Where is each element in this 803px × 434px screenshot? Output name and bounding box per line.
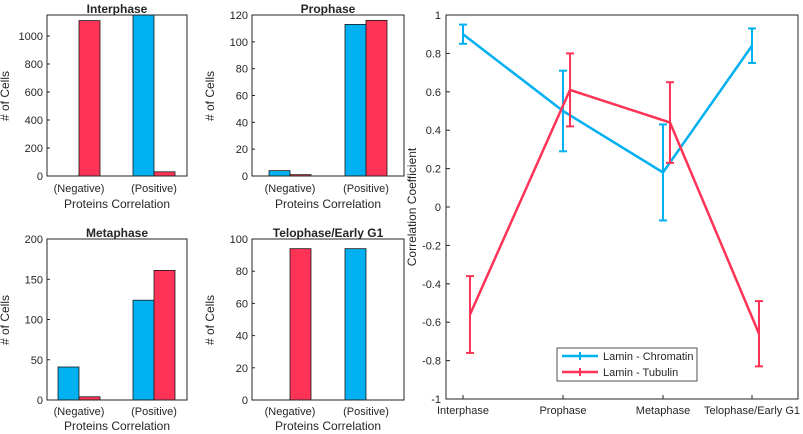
x-tick-label: (Positive) (343, 183, 389, 195)
y-tick-label: -0.6 (422, 317, 441, 329)
x-tick-label: Metaphase (636, 405, 690, 417)
y-tick-label: 800 (25, 59, 43, 71)
y-tick-label: 80 (236, 266, 248, 278)
y-tick-label: 100 (230, 37, 248, 49)
x-axis-label: Proteins Correlation (64, 419, 170, 433)
y-tick-label: 100 (25, 315, 43, 327)
x-tick-label: (Negative) (54, 406, 105, 418)
axes-box (251, 238, 405, 401)
y-tick-label: -0.8 (422, 356, 441, 368)
bar-chromatin (132, 14, 155, 177)
y-tick-label: -1 (431, 394, 441, 406)
y-tick-label: 200 (25, 234, 43, 246)
panel-metaphase: Metaphase 0 50 100 150 200 (Negative) (Posit… (0, 226, 188, 433)
y-tick-label: 0.2 (426, 164, 441, 176)
y-tick-label: 200 (25, 143, 43, 155)
y-tick-label: 150 (25, 274, 43, 286)
y-axis-label: # of Cells (0, 295, 12, 345)
x-tick-label: Prophase (539, 405, 586, 417)
bar-chromatin (344, 23, 367, 177)
bar-tubulin (365, 19, 388, 177)
y-tick-label: 0 (242, 395, 248, 407)
x-tick-label: (Positive) (343, 406, 389, 418)
x-tick-label: (Positive) (131, 183, 177, 195)
panel-title: Prophase (301, 2, 356, 16)
y-tick-label: 1000 (19, 31, 43, 43)
x-tick-label: (Negative) (54, 183, 105, 195)
panel-telophase: Telophase/Early G1 0 20 40 60 80 100 (Negativ… (203, 226, 405, 433)
y-tick-label: 0.4 (426, 125, 441, 137)
y-tick-label: -0.2 (422, 240, 441, 252)
y-axis-label: # of Cells (203, 71, 217, 121)
y-tick-label: 60 (236, 298, 248, 310)
x-tick-label: Interphase (437, 405, 489, 417)
y-tick-label: 0 (37, 171, 43, 183)
bar-chromatin (57, 366, 80, 401)
x-tick-label: (Positive) (131, 406, 177, 418)
y-tick-label: 20 (236, 363, 248, 375)
bar-chromatin (344, 248, 367, 401)
y-tick-label: 40 (236, 117, 248, 129)
panel-title: Telophase/Early G1 (273, 226, 384, 240)
x-axis-label: Proteins Correlation (64, 197, 170, 211)
series-line-tubulin (468, 88, 761, 335)
legend: Lamin - Chromatin Lamin - Tubulin (556, 347, 698, 382)
axes-box (445, 14, 799, 400)
x-tick-label: (Negative) (265, 183, 316, 195)
legend-label-chromatin: Lamin - Chromatin (603, 351, 693, 363)
y-axis-label: # of Cells (203, 295, 217, 345)
y-tick-label: 120 (230, 10, 248, 22)
y-tick-label: 50 (31, 355, 43, 367)
axes-box (46, 14, 188, 177)
x-tick-label: (Negative) (265, 406, 316, 418)
y-tick-label: 60 (236, 91, 248, 103)
panel-title: Interphase (87, 2, 148, 16)
panel-title: Metaphase (86, 226, 148, 240)
panel-correlation: -1 -0.8 -0.6 -0.4 -0.2 0 0.2 0.4 0.6 0.8 1 Interph… (405, 10, 800, 417)
x-axis-label: Proteins Correlation (275, 419, 381, 433)
series-line-chromatin (462, 33, 754, 175)
y-tick-label: 0 (242, 171, 248, 183)
panel-prophase: Prophase 0 20 40 60 80 100 120 (Negative) (Pos… (203, 2, 405, 211)
y-tick-label: 20 (236, 144, 248, 156)
bar-tubulin (289, 248, 312, 401)
y-tick-label: -0.4 (422, 279, 441, 291)
y-tick-label: 600 (25, 87, 43, 99)
y-tick-label: 0.8 (426, 48, 441, 60)
y-axis-label: # of Cells (0, 71, 12, 121)
bar-chromatin (268, 170, 291, 177)
x-axis-label: Proteins Correlation (275, 197, 381, 211)
y-tick-label: 0 (435, 202, 441, 214)
bar-tubulin (78, 20, 101, 177)
y-tick-label: 40 (236, 331, 248, 343)
y-tick-label: 0 (37, 395, 43, 407)
x-tick-label: Telophase/Early G1 (704, 405, 800, 417)
bar-tubulin (153, 269, 176, 401)
y-tick-label: 400 (25, 115, 43, 127)
bar-tubulin (153, 171, 176, 177)
legend-label-tubulin: Lamin - Tubulin (603, 367, 678, 379)
y-tick-label: 1 (435, 10, 441, 22)
y-tick-label: 100 (230, 234, 248, 246)
y-tick-label: 0.6 (426, 87, 441, 99)
y-axis-label: Correlation Coefficient (405, 147, 419, 266)
bar-chromatin (132, 299, 155, 401)
y-tick-label: 80 (236, 64, 248, 76)
